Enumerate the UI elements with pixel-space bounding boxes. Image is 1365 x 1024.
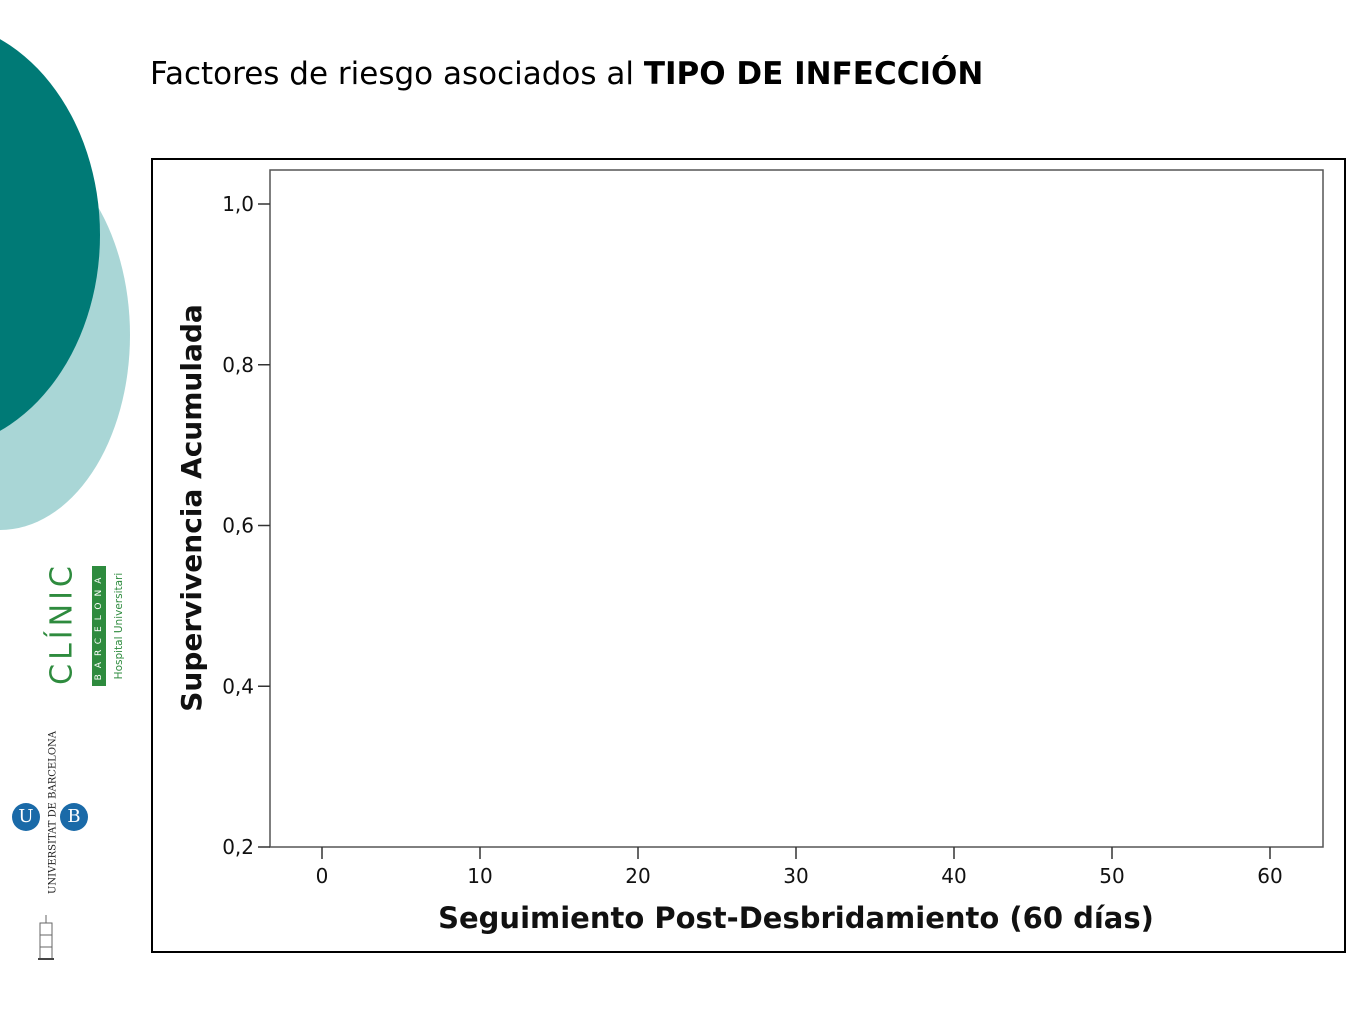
x-tick-label: 10 [467, 864, 492, 888]
plot-area [269, 169, 1324, 848]
y-tick-label: 0,2 [222, 835, 254, 859]
y-tick-label: 0,8 [222, 353, 254, 377]
x-tick-label: 30 [783, 864, 808, 888]
x-tick-label: 0 [316, 864, 329, 888]
y-axis-ticks: 0,2 0,4 0,6 0,8 1,0 [222, 192, 270, 859]
slide-title: Factores de riesgo asociados al TIPO DE … [150, 56, 983, 92]
x-tick-label: 60 [1257, 864, 1282, 888]
ub-text: UNIVERSITAT DE BARCELONA [47, 731, 59, 894]
x-tick-label: 20 [625, 864, 650, 888]
y-tick-label: 0,4 [222, 674, 254, 698]
x-axis-ticks: 0 10 20 30 40 50 60 [316, 847, 1283, 888]
ub-logo: UNIVERSITAT DE BARCELONA U B [10, 731, 100, 965]
clinic-logo: CLÍNIC BARCELONA Hospital Universitari [28, 562, 125, 690]
ub-u-badge: U [12, 803, 40, 831]
y-axis-label: Supervivencia Acumulada [175, 304, 208, 712]
x-axis-label: Seguimiento Post-Desbridamiento (60 días… [438, 901, 1154, 935]
title-prefix: Factores de riesgo asociados al [150, 56, 644, 92]
x-tick-label: 50 [1099, 864, 1124, 888]
y-tick-label: 1,0 [222, 192, 254, 216]
clinic-word: CLÍNIC [44, 562, 80, 685]
x-tick-label: 40 [941, 864, 966, 888]
clinic-city: BARCELONA [92, 566, 106, 686]
survival-chart: 0,2 0,4 0,6 0,8 1,0 0 10 20 30 40 50 60 Seguimient… [175, 169, 1324, 935]
chart-frame: 0,2 0,4 0,6 0,8 1,0 0 10 20 30 40 50 60 Seguimient… [151, 158, 1346, 953]
building-icon [38, 915, 54, 960]
title-bold: TIPO DE INFECCIÓN [643, 56, 984, 92]
ub-b-badge: B [60, 803, 88, 831]
clinic-subtitle: Hospital Universitari [113, 572, 125, 680]
y-tick-label: 0,6 [222, 514, 254, 538]
